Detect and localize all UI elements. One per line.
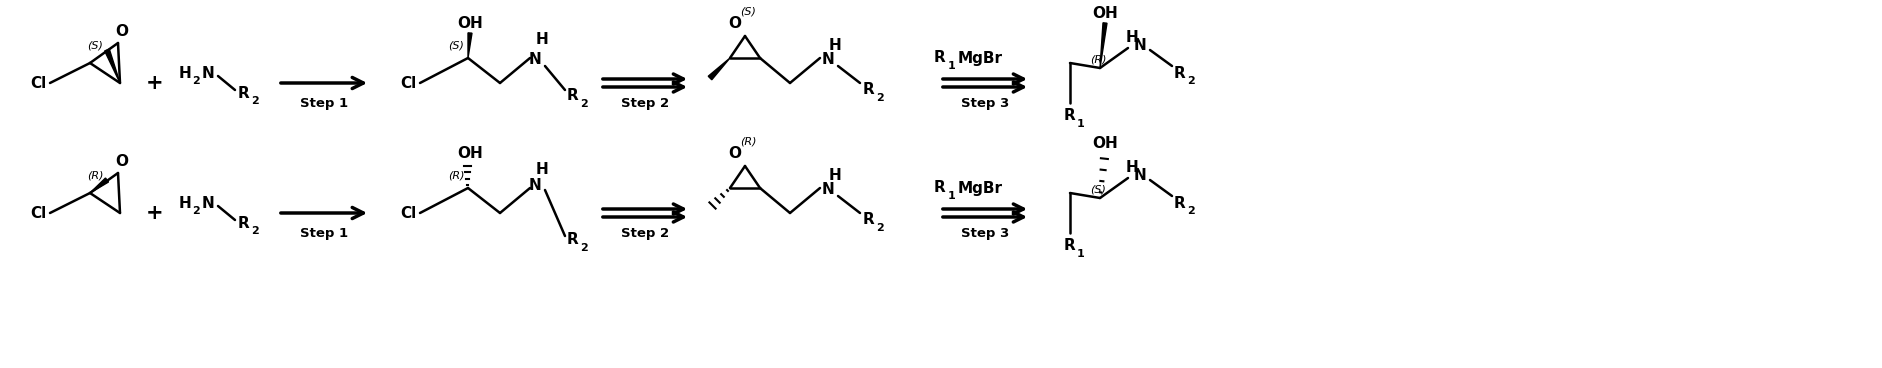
Text: 1: 1 [949, 61, 956, 71]
Text: (S): (S) [740, 6, 755, 16]
Polygon shape [90, 178, 109, 193]
Text: Cl: Cl [399, 205, 416, 220]
Text: R: R [566, 233, 578, 248]
Text: Step 2: Step 2 [621, 227, 668, 241]
Text: N: N [821, 183, 834, 198]
Text: OH: OH [1092, 135, 1118, 151]
Text: 1: 1 [949, 191, 956, 201]
Text: H: H [1125, 31, 1139, 46]
Text: MgBr: MgBr [958, 50, 1003, 66]
Text: 2: 2 [250, 96, 258, 106]
Text: (R): (R) [1090, 55, 1105, 65]
Text: H: H [1125, 160, 1139, 176]
Text: N: N [1133, 39, 1146, 53]
Polygon shape [708, 58, 730, 80]
Text: N: N [1133, 169, 1146, 184]
Text: R: R [237, 216, 250, 230]
Text: R: R [933, 180, 945, 195]
Text: R: R [1174, 195, 1186, 210]
Text: 2: 2 [250, 226, 258, 236]
Text: Step 3: Step 3 [960, 98, 1009, 110]
Text: (R): (R) [740, 136, 757, 146]
Text: N: N [529, 178, 542, 194]
Text: OH: OH [1092, 6, 1118, 21]
Text: 2: 2 [192, 76, 199, 86]
Text: (S): (S) [87, 40, 104, 50]
Text: Step 1: Step 1 [299, 98, 348, 110]
Text: N: N [201, 66, 215, 81]
Polygon shape [469, 33, 472, 58]
Text: H: H [179, 195, 192, 210]
Text: (S): (S) [1090, 185, 1105, 195]
Text: 2: 2 [1186, 206, 1195, 216]
Text: R: R [237, 85, 250, 100]
Text: H: H [534, 32, 548, 47]
Text: R: R [862, 82, 875, 98]
Text: 2: 2 [1186, 76, 1195, 86]
Text: Cl: Cl [30, 75, 47, 91]
Text: R: R [1174, 66, 1186, 81]
Text: 2: 2 [875, 223, 883, 233]
Text: 1: 1 [1077, 119, 1084, 129]
Polygon shape [1099, 23, 1107, 68]
Text: N: N [201, 195, 215, 210]
Polygon shape [105, 49, 120, 83]
Text: MgBr: MgBr [958, 180, 1003, 195]
Text: 2: 2 [875, 93, 883, 103]
Text: N: N [529, 53, 542, 67]
Text: (R): (R) [448, 171, 465, 181]
Text: R: R [933, 50, 945, 66]
Text: Step 3: Step 3 [960, 227, 1009, 241]
Text: O: O [115, 153, 128, 169]
Text: R: R [1063, 238, 1075, 254]
Text: O: O [115, 24, 128, 39]
Text: H: H [179, 66, 192, 81]
Text: (S): (S) [448, 41, 463, 51]
Text: Cl: Cl [30, 205, 47, 220]
Text: Step 1: Step 1 [299, 227, 348, 241]
Text: 1: 1 [1077, 249, 1084, 259]
Text: OH: OH [457, 15, 482, 31]
Text: +: + [147, 203, 164, 223]
Text: R: R [862, 212, 875, 227]
Text: OH: OH [457, 145, 482, 160]
Text: Step 2: Step 2 [621, 98, 668, 110]
Text: 2: 2 [192, 206, 199, 216]
Text: 2: 2 [580, 243, 587, 253]
Text: O: O [728, 145, 742, 160]
Text: 2: 2 [580, 99, 587, 109]
Text: R: R [1063, 109, 1075, 124]
Text: +: + [147, 73, 164, 93]
Text: N: N [821, 53, 834, 67]
Text: H: H [534, 163, 548, 177]
Text: H: H [828, 169, 841, 184]
Text: Cl: Cl [399, 75, 416, 91]
Text: H: H [828, 39, 841, 53]
Text: R: R [566, 88, 578, 103]
Text: O: O [728, 15, 742, 31]
Text: (R): (R) [87, 170, 104, 180]
